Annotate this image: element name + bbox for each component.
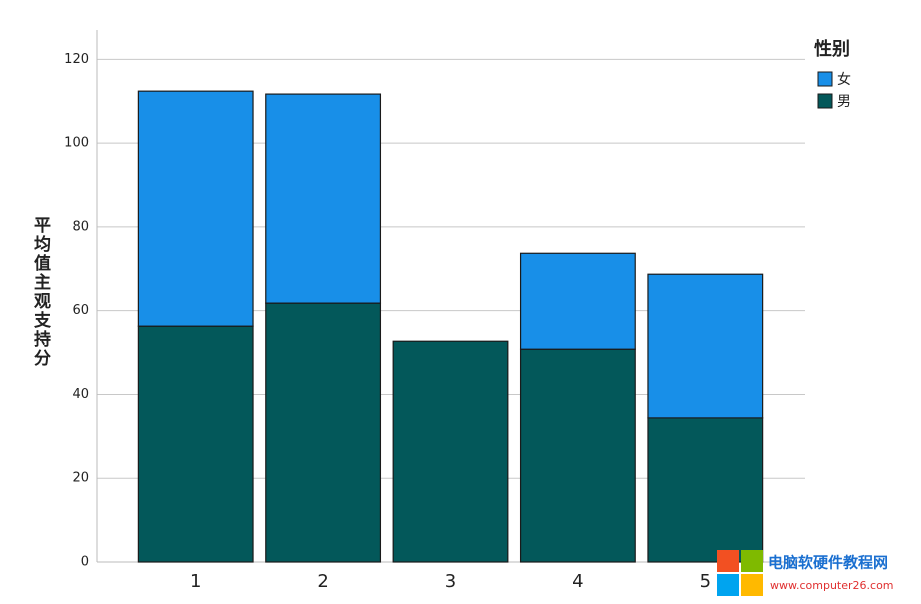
y-tick-label: 100	[64, 136, 89, 151]
legend-label: 男	[837, 94, 851, 110]
bar-segment	[519, 252, 636, 350]
logo-red	[717, 550, 739, 572]
logo-blue	[717, 574, 739, 596]
watermark: 电脑软硬件教程网 www.computer26.com	[717, 550, 894, 596]
bar-segment	[392, 340, 509, 563]
bar-segment	[137, 90, 254, 327]
bar-segment	[265, 302, 382, 563]
y-axis-title: 平均值主观支持分	[30, 216, 52, 368]
y-tick-label: 0	[81, 555, 89, 570]
x-tick-label: 5	[700, 571, 711, 592]
legend-swatch	[817, 93, 833, 109]
y-tick-label: 80	[72, 219, 89, 234]
y-tick-label: 60	[72, 303, 89, 318]
x-tick-label: 4	[572, 571, 583, 592]
x-tick-label: 2	[317, 571, 328, 592]
watermark-title: 电脑软硬件教程网	[768, 554, 888, 572]
legend-label: 女	[837, 71, 851, 88]
watermark-url: www.computer26.com	[770, 579, 894, 592]
bar-segment	[519, 348, 636, 563]
y-tick-label: 40	[72, 387, 89, 402]
bar-segment	[137, 325, 254, 563]
legend-swatch	[817, 71, 833, 87]
bar-segment	[647, 417, 764, 563]
bar-segment	[265, 93, 382, 304]
y-tick-label: 120	[64, 52, 89, 67]
x-tick-label: 1	[190, 571, 201, 592]
y-tick-label: 20	[72, 471, 89, 486]
logo-yellow	[741, 574, 763, 596]
bar-segment	[647, 273, 764, 419]
legend-title: 性别	[814, 38, 850, 60]
logo-green	[741, 550, 763, 572]
x-tick-label: 3	[445, 571, 456, 592]
